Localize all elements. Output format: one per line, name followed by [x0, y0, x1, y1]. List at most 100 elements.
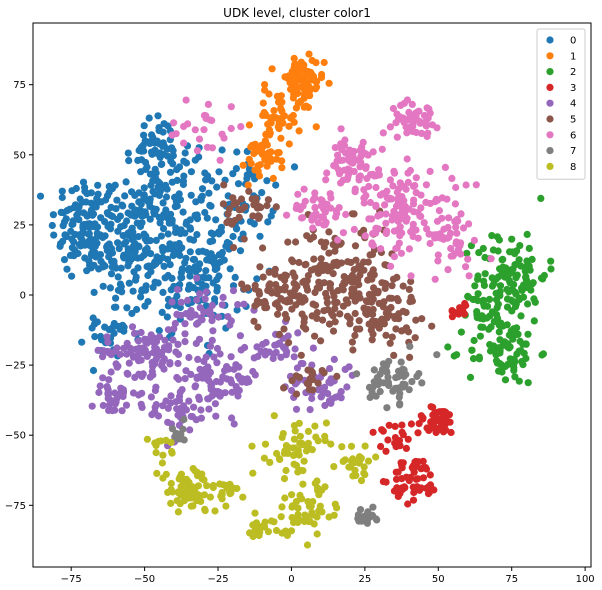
scatter-point [202, 248, 210, 256]
scatter-point [124, 370, 132, 378]
scatter-point [172, 249, 180, 257]
scatter-point [158, 459, 166, 467]
scatter-point [392, 202, 401, 210]
scatter-point [289, 94, 297, 102]
scatter-point [147, 331, 155, 339]
scatter-point [235, 206, 243, 214]
scatter-point [357, 153, 365, 161]
scatter-point [103, 333, 111, 341]
scatter-point [422, 198, 430, 206]
scatter-point [402, 444, 410, 452]
y-tick-label: 75 [13, 80, 26, 91]
scatter-point [132, 276, 140, 284]
scatter-point [473, 308, 481, 316]
scatter-point [125, 157, 133, 165]
scatter-point [148, 368, 156, 376]
scatter-point [166, 168, 175, 176]
scatter-point [181, 375, 189, 383]
scatter-point [443, 195, 451, 203]
scatter-point [404, 123, 412, 131]
scatter-point [291, 60, 299, 69]
scatter-point [75, 241, 83, 249]
scatter-point [221, 389, 229, 397]
scatter-point [159, 225, 168, 233]
scatter-point [496, 336, 504, 344]
scatter-point [307, 367, 315, 375]
scatter-point [292, 104, 300, 112]
scatter-point [141, 302, 149, 310]
scatter-point [407, 277, 415, 286]
scatter-point [159, 244, 167, 252]
scatter-point [174, 359, 182, 368]
scatter-point [333, 157, 341, 165]
scatter-point [418, 315, 426, 323]
scatter-point [378, 426, 386, 434]
scatter-point [180, 157, 188, 165]
scatter-point [289, 292, 297, 300]
scatter-point [394, 492, 402, 500]
scatter-point [220, 181, 228, 189]
scatter-point [372, 453, 380, 461]
scatter-point [464, 292, 472, 300]
scatter-point [373, 377, 381, 385]
scatter-point [448, 174, 456, 182]
scatter-point [186, 216, 194, 224]
scatter-point [104, 338, 112, 346]
scatter-point [260, 454, 268, 462]
scatter-point [218, 130, 226, 138]
scatter-point [109, 212, 117, 221]
scatter-point [388, 282, 396, 290]
scatter-point [296, 466, 304, 474]
scatter-point [346, 146, 354, 154]
scatter-point [270, 412, 278, 420]
scatter-point [107, 270, 116, 278]
scatter-point [397, 358, 405, 366]
scatter-point [272, 281, 280, 289]
scatter-point [226, 490, 234, 498]
scatter-point [313, 284, 321, 292]
scatter-point [333, 372, 341, 380]
scatter-point [398, 461, 406, 469]
scatter-point [239, 493, 247, 501]
scatter-point [316, 486, 324, 494]
scatter-point [435, 207, 443, 215]
scatter-point [113, 363, 121, 371]
scatter-point [447, 428, 455, 437]
scatter-point [189, 255, 197, 264]
scatter-point [211, 258, 219, 266]
legend-box [536, 28, 586, 180]
scatter-point [375, 171, 383, 179]
scatter-point [258, 141, 266, 149]
scatter-point [97, 198, 105, 206]
scatter-point [245, 165, 253, 173]
scatter-point [214, 387, 222, 396]
scatter-point [280, 297, 288, 305]
scatter-point [505, 288, 513, 296]
scatter-point [351, 242, 360, 250]
scatter-point [251, 281, 259, 289]
scatter-point [278, 503, 286, 511]
scatter-point [200, 126, 208, 134]
scatter-point [350, 225, 358, 234]
scatter-point [296, 298, 304, 306]
scatter-point [459, 224, 468, 232]
scatter-point [157, 437, 165, 445]
scatter-point [333, 298, 341, 307]
scatter-point [117, 223, 125, 231]
scatter-point [273, 149, 281, 157]
scatter-point [318, 70, 326, 79]
scatter-point [166, 359, 174, 367]
scatter-point [135, 391, 143, 399]
scatter-point [362, 191, 370, 200]
scatter-point [173, 373, 181, 382]
scatter-point [399, 282, 407, 290]
scatter-point [393, 188, 401, 196]
scatter-point [180, 402, 188, 410]
series-1-points [239, 50, 333, 189]
scatter-point [202, 288, 210, 296]
scatter-point [97, 257, 105, 265]
scatter-point [393, 295, 401, 303]
scatter-point [259, 111, 267, 119]
scatter-point [329, 312, 337, 320]
scatter-point [151, 408, 159, 416]
